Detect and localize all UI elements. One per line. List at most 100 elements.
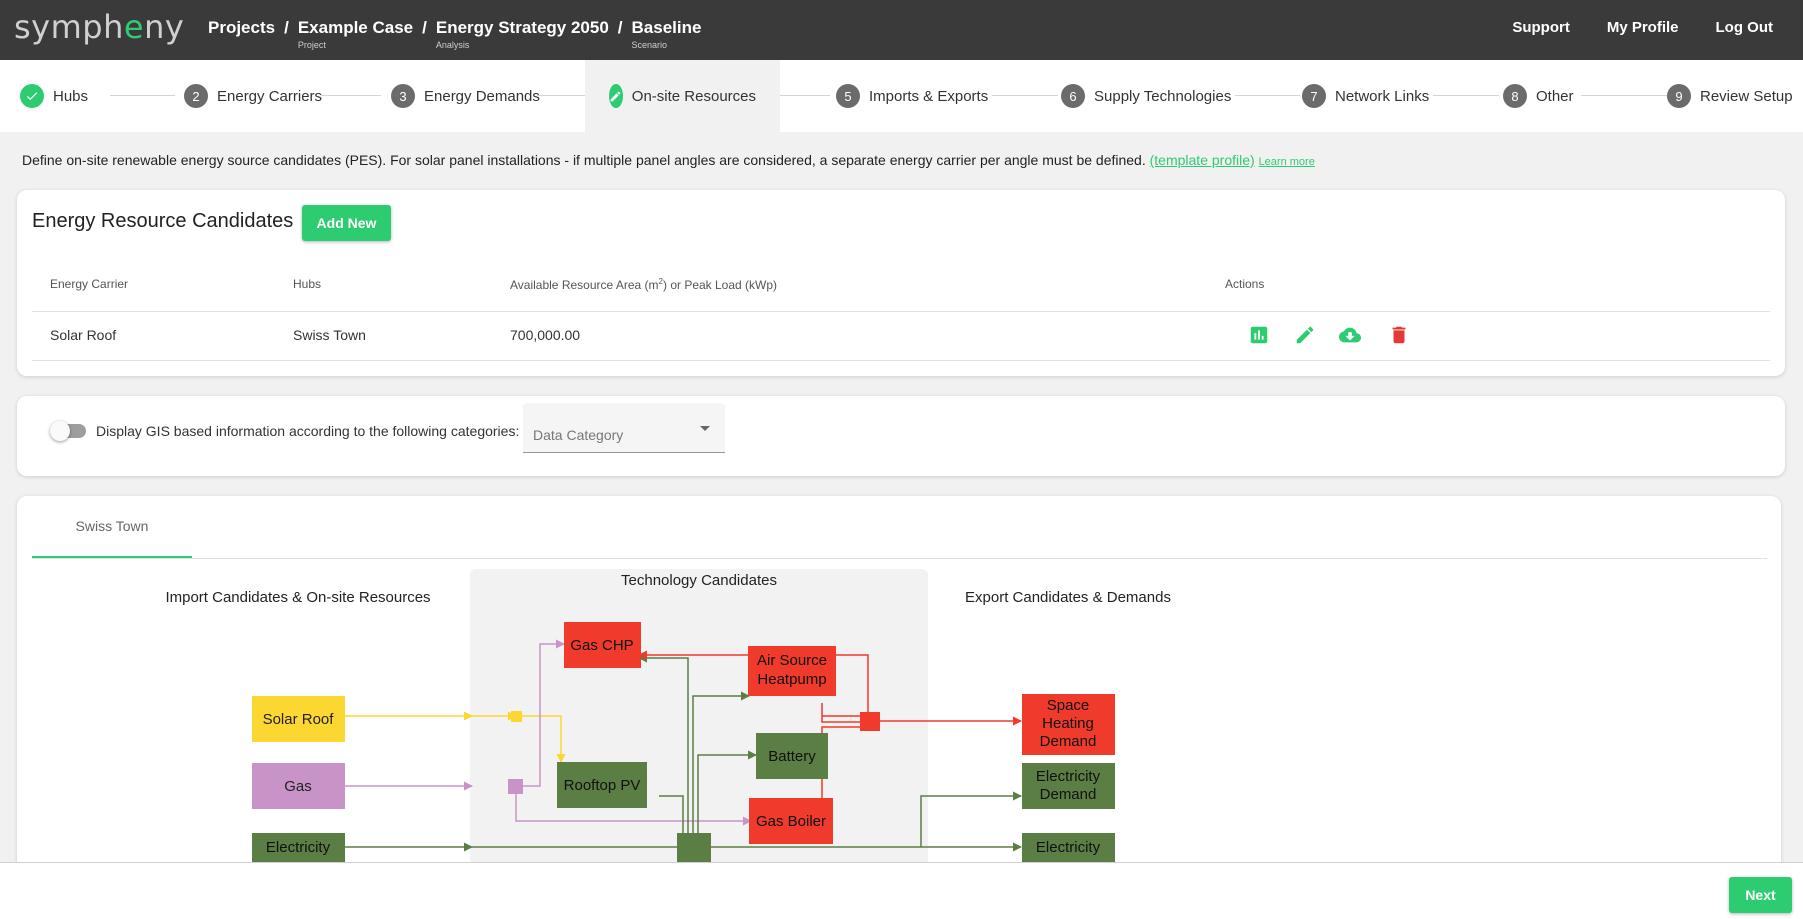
column-header-carrier: Energy Carrier bbox=[50, 277, 129, 291]
step-connector bbox=[1235, 95, 1300, 96]
solar-junction bbox=[511, 711, 522, 722]
node-label: Electricity bbox=[1036, 839, 1101, 856]
column-header-actions: Actions bbox=[1225, 277, 1265, 291]
node-label: Battery bbox=[768, 748, 816, 765]
step-connector bbox=[321, 95, 381, 96]
energy-hub-diagram: Import Candidates & On-site Resources Te… bbox=[165, 569, 1171, 876]
node-label: Rooftop PV bbox=[564, 777, 641, 794]
node-label: Solar Roof bbox=[263, 711, 335, 728]
heat-junction bbox=[860, 712, 880, 731]
node-space-heating-demand[interactable] bbox=[1022, 694, 1115, 755]
flow-solar-pv bbox=[516, 715, 566, 763]
resource-candidates-card: Energy Resource Candidates Add New Energ… bbox=[17, 190, 1785, 376]
column-title-export: Export Candidates & Demands bbox=[965, 589, 1171, 606]
cloud-download-icon[interactable] bbox=[1337, 324, 1363, 346]
flow-elec-battery bbox=[697, 750, 757, 834]
top-bar: sympheny Projects / Example Case Project … bbox=[0, 0, 1803, 60]
symphony-logo[interactable]: sympheny bbox=[14, 8, 185, 46]
node-electricity-demand[interactable] bbox=[1022, 763, 1115, 809]
support-link[interactable]: Support bbox=[1512, 19, 1570, 36]
caret-down-icon bbox=[700, 426, 710, 431]
node-label: Heating bbox=[1042, 715, 1094, 732]
flow-elec-heatpump bbox=[692, 691, 750, 834]
step-on-site-resources[interactable]: On-site Resources bbox=[585, 60, 780, 132]
node-label: Demand bbox=[1040, 786, 1097, 803]
node-gas[interactable] bbox=[252, 763, 345, 809]
step-energy-carriers[interactable]: 2 Energy Carriers bbox=[184, 60, 322, 132]
cell-carrier: Solar Roof bbox=[50, 327, 117, 343]
node-label: Electricity bbox=[1036, 768, 1101, 785]
breadcrumb-project[interactable]: Example Case Project bbox=[297, 18, 414, 50]
step-number: 8 bbox=[1503, 84, 1527, 108]
step-number: 5 bbox=[836, 84, 860, 108]
step-supply-technologies[interactable]: 6 Supply Technologies bbox=[1061, 60, 1231, 132]
flow-heat-heatpump bbox=[821, 703, 868, 723]
gas-junction bbox=[508, 779, 523, 794]
node-label: Space bbox=[1047, 697, 1090, 714]
step-connector bbox=[537, 95, 585, 96]
breadcrumb-analysis[interactable]: Energy Strategy 2050 Analysis bbox=[435, 18, 609, 50]
column-title-tech: Technology Candidates bbox=[621, 572, 777, 589]
next-button[interactable]: Next bbox=[1729, 877, 1792, 913]
step-network-links[interactable]: 7 Network Links bbox=[1302, 60, 1429, 132]
table-divider bbox=[32, 360, 1770, 361]
node-label: Gas bbox=[284, 778, 312, 795]
step-imports-exports[interactable]: 5 Imports & Exports bbox=[836, 60, 988, 132]
cell-area: 700,000.00 bbox=[510, 327, 581, 343]
step-energy-demands[interactable]: 3 Energy Demands bbox=[391, 60, 540, 132]
node-gas-boiler[interactable] bbox=[749, 798, 833, 844]
flow-elec-chp bbox=[638, 653, 689, 834]
step-review-setup[interactable]: 9 Review Setup bbox=[1667, 60, 1793, 132]
step-connector bbox=[110, 95, 175, 96]
node-rooftop-pv[interactable] bbox=[557, 762, 647, 808]
gis-card: Display GIS based information according … bbox=[17, 396, 1785, 476]
setup-stepper: Hubs 2 Energy Carriers 3 Energy Demands … bbox=[0, 60, 1803, 132]
edit-icon[interactable] bbox=[1294, 324, 1316, 346]
tab-swiss-town[interactable]: Swiss Town bbox=[32, 496, 192, 558]
node-solar-roof[interactable] bbox=[252, 696, 345, 742]
node-label: Gas Boiler bbox=[756, 813, 826, 830]
breadcrumb-separator: / bbox=[284, 18, 289, 37]
step-other[interactable]: 8 Other bbox=[1503, 60, 1574, 132]
step-number: 6 bbox=[1061, 84, 1085, 108]
data-category-select[interactable]: Data Category bbox=[523, 403, 725, 453]
logout-link[interactable]: Log Out bbox=[1715, 19, 1773, 36]
step-number: 7 bbox=[1302, 84, 1326, 108]
chart-icon[interactable] bbox=[1248, 324, 1270, 346]
step-number: 2 bbox=[184, 84, 208, 108]
column-header-hubs: Hubs bbox=[293, 277, 322, 291]
gis-toggle[interactable] bbox=[50, 421, 86, 441]
node-gas-chp[interactable] bbox=[564, 622, 641, 668]
node-label: Gas CHP bbox=[570, 637, 633, 654]
column-title-import: Import Candidates & On-site Resources bbox=[165, 589, 430, 606]
hub-diagram-card: Swiss Town Import Candidates & On-site R… bbox=[17, 496, 1781, 876]
add-new-button[interactable]: Add New bbox=[302, 205, 391, 241]
step-hubs[interactable]: Hubs bbox=[20, 60, 88, 132]
node-label: Demand bbox=[1040, 733, 1097, 750]
step-number: 9 bbox=[1667, 84, 1691, 108]
cell-hubs: Swiss Town bbox=[293, 327, 366, 343]
step-connector bbox=[1433, 95, 1499, 96]
check-icon bbox=[20, 84, 44, 108]
template-profile-link[interactable]: (template profile) bbox=[1149, 152, 1255, 168]
electricity-bus bbox=[677, 833, 711, 863]
pencil-icon bbox=[609, 84, 623, 108]
learn-more-link[interactable]: Learn more bbox=[1258, 156, 1315, 168]
header-links: Support My Profile Log Out bbox=[1512, 19, 1773, 36]
node-battery[interactable] bbox=[756, 733, 828, 779]
breadcrumb-separator: / bbox=[617, 18, 623, 37]
tab-divider bbox=[32, 558, 1767, 559]
step-connector bbox=[992, 95, 1058, 96]
flow-heat-chp bbox=[638, 650, 869, 727]
my-profile-link[interactable]: My Profile bbox=[1606, 19, 1679, 36]
delete-icon[interactable] bbox=[1388, 324, 1410, 346]
card-title: Energy Resource Candidates bbox=[32, 210, 294, 232]
node-label: Electricity bbox=[266, 839, 331, 856]
node-air-source-heatpump[interactable] bbox=[748, 646, 836, 696]
node-label: Heatpump bbox=[757, 671, 826, 688]
breadcrumb-scenario[interactable]: Baseline Scenario bbox=[631, 18, 702, 50]
node-label: Air Source bbox=[757, 652, 827, 669]
flow-gas-boiler bbox=[515, 786, 752, 826]
breadcrumb-projects[interactable]: Projects bbox=[208, 18, 276, 37]
step-connector bbox=[780, 95, 830, 96]
